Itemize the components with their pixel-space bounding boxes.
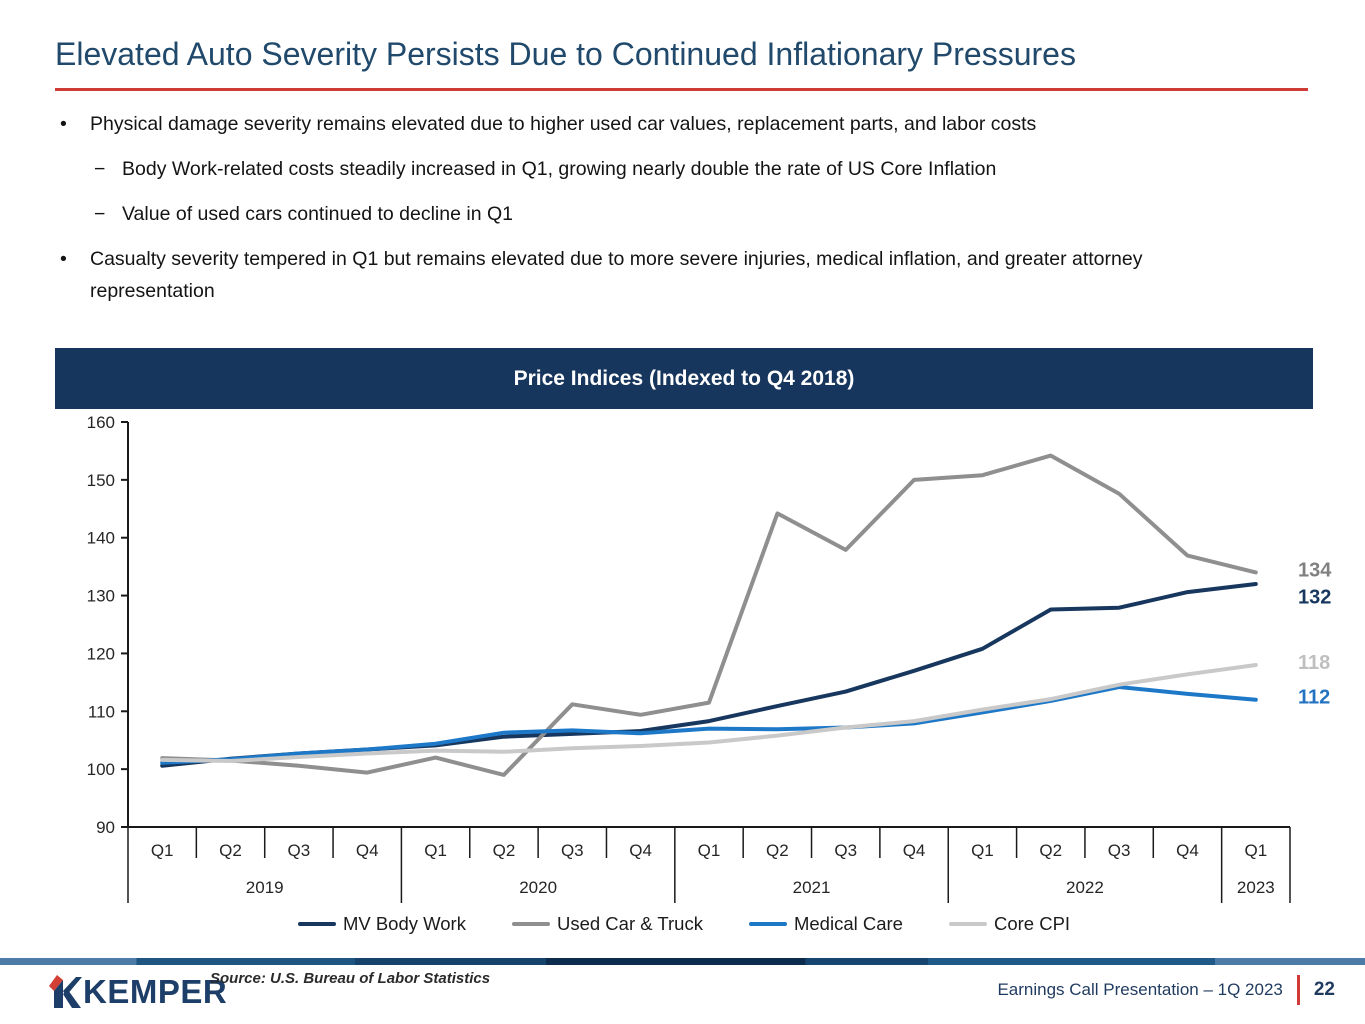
legend-item-core-cpi: Core CPI [948, 913, 1071, 935]
bullet-text: Value of used cars continued to decline … [122, 203, 513, 225]
quarter-label: Q4 [356, 841, 379, 860]
series-end-label: 132 [1298, 586, 1331, 608]
bullet-marker: − [94, 203, 106, 225]
year-label: 2023 [1237, 878, 1275, 897]
quarter-label: Q4 [1176, 841, 1199, 860]
footer-caption: Earnings Call Presentation – 1Q 2023 [997, 980, 1283, 999]
quarter-label: Q3 [1108, 841, 1131, 860]
footer-stripe [0, 958, 1365, 965]
legend-swatch [748, 922, 787, 926]
quarter-label: Q3 [834, 841, 857, 860]
page-number: 22 [1313, 979, 1335, 1000]
bullet-text: Body Work-related costs steadily increas… [122, 158, 997, 180]
year-label: 2021 [793, 878, 831, 897]
y-axis-label: 120 [87, 644, 115, 663]
source-note: Source: U.S. Bureau of Labor Statistics [210, 970, 491, 987]
quarter-label: Q1 [971, 841, 994, 860]
legend-label: MV Body Work [342, 913, 466, 934]
y-axis-label: 90 [96, 818, 115, 837]
series-end-label: 112 [1298, 687, 1330, 709]
quarter-label: Q1 [698, 841, 721, 860]
chart-canvas: 90 100 110 120 130 140 150 160 Q1 Q2 Q3 Q4 Q1 Q2 Q3 Q4 Q… [87, 413, 1332, 903]
series-end-label: 134 [1298, 559, 1332, 581]
quarter-label: Q1 [424, 841, 447, 860]
legend-label: Core CPI [993, 913, 1071, 934]
chart-legend: MV Body Work Used Car & Truck Medical Care… [55, 913, 1313, 935]
footer-right: Earnings Call Presentation – 1Q 2023 22 [997, 974, 1335, 1006]
legend-item-used-car-truck: Used Car & Truck [511, 913, 703, 935]
quarter-label: Q2 [493, 841, 516, 860]
legend-label: Used Car & Truck [556, 913, 703, 934]
quarter-label: Q4 [903, 841, 926, 860]
quarter-label: Q1 [1244, 841, 1267, 860]
quarter-label: Q3 [288, 841, 311, 860]
bullet-marker: − [94, 158, 106, 180]
series-end-label: 118 [1298, 652, 1330, 674]
kemper-logo-text: KEMPER [83, 973, 228, 1010]
y-axis-label: 110 [88, 702, 115, 721]
legend-label: Medical Care [793, 913, 903, 934]
y-axis-label: 160 [87, 413, 115, 432]
bullet-text: Physical damage severity remains elevate… [90, 113, 1037, 135]
legend-item-medical-care: Medical Care [748, 913, 903, 935]
year-label: 2019 [246, 878, 284, 897]
legend-item-mv-body-work: MV Body Work [297, 913, 466, 935]
bullet-item: − Value of used cars continued to declin… [60, 198, 1250, 230]
footer-divider [1296, 975, 1300, 1005]
slide-title: Elevated Auto Severity Persists Due to C… [55, 36, 1076, 72]
bullet-marker: • [60, 113, 67, 135]
series-line-core-cpi [160, 663, 1258, 763]
y-axis-label: 150 [87, 471, 115, 490]
bullet-text: Casualty severity tempered in Q1 but rem… [90, 248, 1143, 302]
quarter-label: Q2 [766, 841, 789, 860]
y-axis-label: 140 [87, 529, 115, 548]
price-indices-chart: 90 100 110 120 130 140 150 160 Q1 Q2 Q3 Q4 Q1 Q2 Q3 Q4 Q… [55, 409, 1365, 958]
bullet-item: − Body Work-related costs steadily incre… [60, 153, 1250, 185]
series-line-used-car-truck [160, 453, 1258, 777]
series-line-mv-body-work [160, 582, 1258, 768]
quarter-label: Q2 [1039, 841, 1062, 860]
quarter-label: Q4 [629, 841, 652, 860]
kemper-logo: KEMPER [48, 974, 227, 1008]
quarter-label: Q2 [219, 841, 242, 860]
bullet-marker: • [60, 248, 67, 270]
chart-title-banner: Price Indices (Indexed to Q4 2018) [55, 348, 1313, 409]
year-label: 2022 [1066, 878, 1104, 897]
bullet-item: • Physical damage severity remains eleva… [60, 108, 1250, 140]
bullet-list: • Physical damage severity remains eleva… [60, 108, 1250, 320]
y-axis-label: 100 [87, 760, 115, 779]
legend-swatch [511, 922, 550, 926]
year-label: 2020 [519, 878, 557, 897]
quarter-label: Q3 [561, 841, 584, 860]
chart-title: Price Indices (Indexed to Q4 2018) [513, 366, 855, 390]
legend-swatch [948, 922, 987, 926]
quarter-label: Q1 [151, 841, 174, 860]
y-axis-label: 130 [87, 587, 115, 606]
bullet-item: • Casualty severity tempered in Q1 but r… [60, 243, 1250, 307]
title-underline [55, 88, 1308, 91]
legend-swatch [297, 922, 336, 926]
kemper-k-mark [49, 975, 82, 1008]
